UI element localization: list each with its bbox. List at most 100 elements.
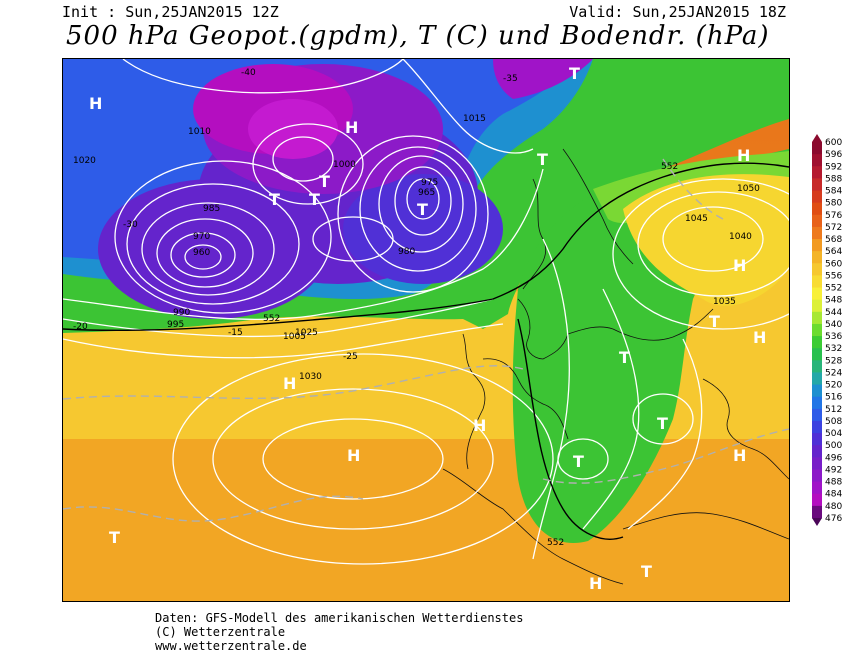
temp-label: -30 <box>123 220 138 230</box>
low-marker: T <box>569 64 580 83</box>
contour-552-south <box>517 318 624 540</box>
high-marker: H <box>473 416 486 435</box>
high-marker: H <box>733 446 746 465</box>
legend-swatch <box>812 202 822 216</box>
legend-swatch <box>812 190 822 204</box>
temp-label: -40 <box>241 68 256 78</box>
legend-label: 560 <box>825 259 842 269</box>
legend-label: 592 <box>825 162 842 172</box>
legend-label: 492 <box>825 465 842 475</box>
contour-552-north <box>63 162 789 332</box>
temp-label: -20 <box>73 322 88 332</box>
legend-swatch <box>812 178 822 192</box>
legend-label: 596 <box>825 150 842 160</box>
color-legend: 600 596 592 588 584 580 576 572 568 564 560 556 552 5… <box>812 134 842 526</box>
isobar-label: 1020 <box>73 156 96 166</box>
low-marker: T <box>537 150 548 169</box>
isobar-label: 1000 <box>333 160 356 170</box>
valid-time: Valid: Sun,25JAN2015 18Z <box>569 3 786 21</box>
isobar-label: 980 <box>398 247 415 257</box>
legend-swatch <box>812 142 822 155</box>
footer-website: www.wetterzentrale.de <box>155 639 307 653</box>
low-magenta-core <box>248 99 338 159</box>
legend-swatch <box>812 384 822 398</box>
isobar-label: 975 <box>421 178 438 188</box>
high-marker: H <box>733 256 746 275</box>
low-marker: T <box>619 348 630 367</box>
legend-label: 556 <box>825 271 842 281</box>
legend-swatch <box>812 396 822 410</box>
legend-arrow-bottom <box>812 518 822 526</box>
footer-data-source: Daten: GFS-Modell des amerikanischen Wet… <box>155 611 524 625</box>
legend-swatch <box>812 505 822 519</box>
isobar-label: 960 <box>193 248 210 258</box>
legend-swatch <box>812 360 822 373</box>
high-marker: H <box>753 328 766 347</box>
temperature-labels: -40 -35 -30 -25 -20 -15 <box>73 68 518 362</box>
temp-label: -25 <box>343 352 358 362</box>
legend-swatch <box>812 311 822 325</box>
isobar-label: 970 <box>193 232 210 242</box>
legend-label: 520 <box>825 381 842 391</box>
legend-label: 512 <box>825 405 842 415</box>
low-marker: T <box>417 200 428 219</box>
map-title: 500 hPa Geopot.(gpdm), T (C) und Bodendr… <box>66 21 770 51</box>
legend-label: 516 <box>825 393 842 403</box>
legend-label: 496 <box>825 453 842 463</box>
legend-swatch <box>812 408 822 422</box>
legend-swatch <box>812 445 822 458</box>
legend-swatch <box>812 275 822 289</box>
legend-swatch <box>812 469 822 483</box>
legend-swatch <box>812 457 822 470</box>
isobar-labels: 1020 1015 1010 1005 1000 995 990 985 980… <box>73 114 760 382</box>
high-marker: H <box>589 574 602 593</box>
legend-swatch <box>812 372 822 386</box>
isobar-label: 990 <box>173 308 190 318</box>
legend-swatch <box>812 226 822 240</box>
high-marker: H <box>345 118 358 137</box>
geopot-label: 552 <box>661 162 678 172</box>
low-marker: T <box>573 452 584 471</box>
legend-label: 476 <box>825 514 842 524</box>
geopot-label: 552 <box>547 538 564 548</box>
low-marker: T <box>709 312 720 331</box>
isobar-label: 1040 <box>729 232 752 242</box>
legend-swatch <box>812 481 822 495</box>
legend-arrow-top <box>812 134 822 142</box>
legend-label: 484 <box>825 490 842 500</box>
isobar-label: 965 <box>418 188 435 198</box>
legend-label: 488 <box>825 478 842 488</box>
legend-swatch <box>812 287 822 301</box>
legend-label: 564 <box>825 247 842 257</box>
isobar-label: 1050 <box>737 184 760 194</box>
legend-label: 508 <box>825 417 842 427</box>
low-marker: T <box>309 190 320 209</box>
weather-map: H H H H H H H H H H T T T T T T T T T T … <box>62 58 790 602</box>
legend-swatch <box>812 166 822 179</box>
coastlines <box>442 148 789 585</box>
legend-swatch <box>812 493 822 507</box>
legend-swatch <box>812 154 822 167</box>
legend-label: 588 <box>825 174 842 184</box>
high-marker: H <box>283 374 296 393</box>
legend-swatch <box>812 214 822 228</box>
isobar-label: 1035 <box>713 297 736 307</box>
isobar-label: 995 <box>167 320 184 330</box>
legend-label: 568 <box>825 235 842 245</box>
temp-label: -35 <box>503 74 518 84</box>
legend-label: 540 <box>825 320 842 330</box>
low-marker: T <box>319 172 330 191</box>
legend-label: 584 <box>825 187 842 197</box>
init-time: Init : Sun,25JAN2015 12Z <box>62 3 279 21</box>
high-marker: H <box>737 146 750 165</box>
isobars <box>63 59 789 565</box>
legend-label: 580 <box>825 199 842 209</box>
isobar-label: 1005 <box>283 332 306 342</box>
legend-label: 552 <box>825 284 842 294</box>
high-marker: H <box>347 446 360 465</box>
isobar-label: 1025 <box>295 328 318 338</box>
yellow-ridge-east <box>623 174 789 306</box>
legend-swatch <box>812 336 822 349</box>
high-markers: H H H H H H H H H H <box>89 94 766 593</box>
isobar-label: 1045 <box>685 214 708 224</box>
